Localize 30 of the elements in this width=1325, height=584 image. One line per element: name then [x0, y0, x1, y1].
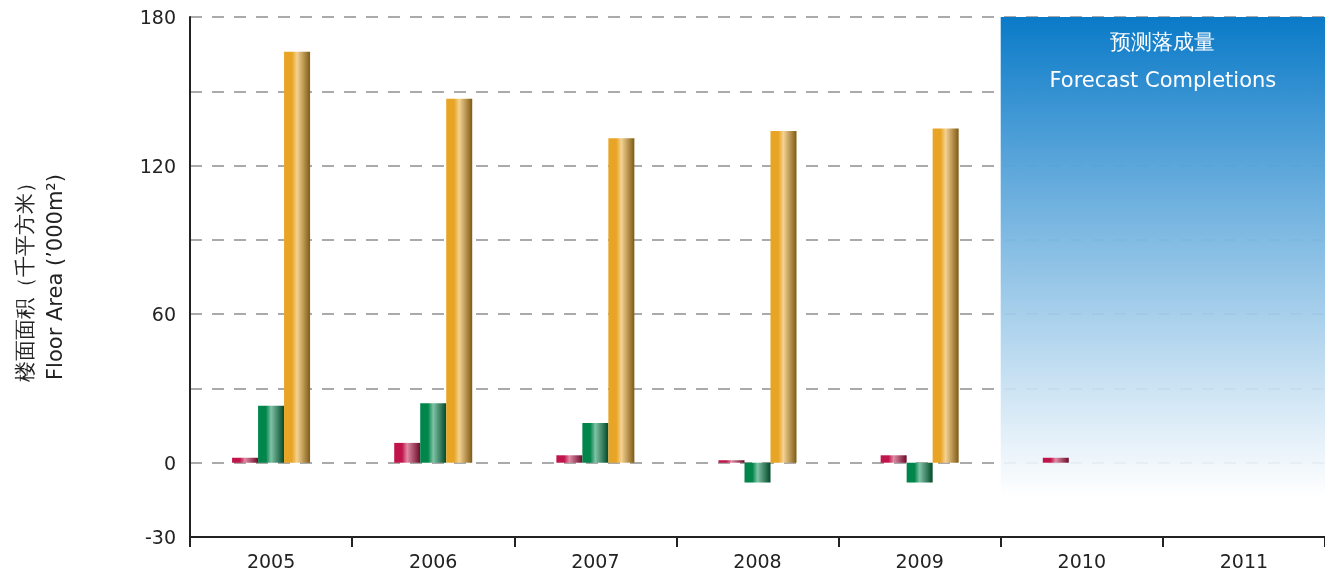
bar	[556, 455, 583, 463]
y-tick-label: -30	[144, 526, 176, 548]
y-tick-label: 120	[139, 154, 176, 177]
bar	[770, 130, 797, 463]
y-tick-label: 0	[163, 451, 176, 474]
y-axis-title: 楼面面积（千平方米） Floor Area (’000m²)	[13, 172, 67, 382]
x-tick-label: 2011	[1219, 549, 1269, 572]
bar	[744, 462, 771, 483]
x-tick-label: 2009	[895, 549, 944, 572]
y-tick-label: 180	[139, 6, 176, 28]
x-tick-label: 2010	[1057, 549, 1106, 572]
x-tick-label: 2005	[246, 549, 296, 572]
bar	[394, 442, 421, 463]
bar	[932, 128, 959, 463]
bar	[880, 455, 907, 463]
bar	[608, 138, 635, 463]
bar	[718, 460, 745, 463]
x-tick-label: 2007	[571, 549, 620, 572]
bar	[906, 462, 933, 483]
x-tick-label: 2008	[733, 549, 782, 572]
bar	[232, 457, 259, 463]
bar	[284, 51, 311, 463]
bar	[1042, 457, 1069, 463]
bar	[446, 98, 473, 463]
bar	[258, 405, 285, 463]
bar	[420, 403, 447, 463]
x-tick-label: 2006	[409, 549, 458, 572]
band-label: 预测落成量 Forecast Completions	[1049, 30, 1277, 92]
y-tick-label: 60	[151, 303, 176, 326]
bar	[582, 423, 609, 463]
